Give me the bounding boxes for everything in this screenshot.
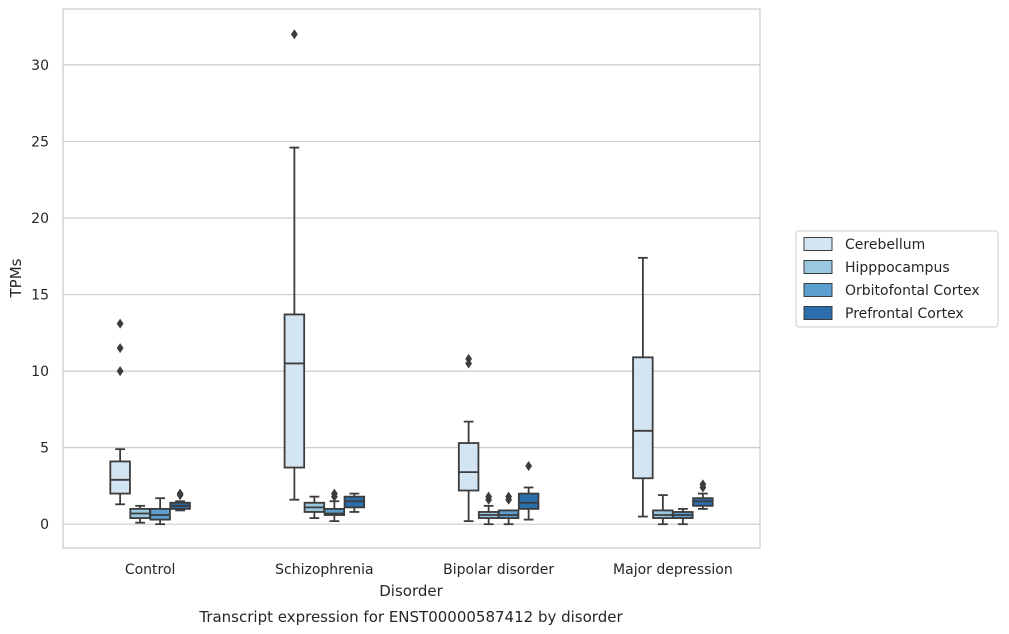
legend-swatch-0 <box>803 237 833 251</box>
box-2-2 <box>497 491 520 526</box>
x-axis-label: Disorder <box>379 582 443 600</box>
box-1-1 <box>303 495 326 519</box>
box-0-3 <box>169 488 191 512</box>
outlier-point-1 <box>176 488 184 499</box>
y-tick-label-10: 10 <box>31 364 49 380</box>
box-0-0 <box>109 318 131 506</box>
y-tick-label-25: 25 <box>31 134 49 150</box>
outlier-point-1 <box>485 491 493 502</box>
box-3-2 <box>672 507 694 526</box>
y-tick-label-30: 30 <box>31 58 49 74</box>
y-tick-label-0: 0 <box>40 517 49 533</box>
chart-caption: Transcript expression for ENST0000058741… <box>198 608 623 626</box>
grid-lines <box>63 64 760 525</box>
y-tick-label-15: 15 <box>31 288 49 304</box>
box-3-1 <box>652 494 674 526</box>
box-body <box>323 507 346 516</box>
box-1-3 <box>343 492 366 513</box>
box-body <box>283 313 306 469</box>
outlier-point-1 <box>465 353 473 364</box>
x-tick-label-3: Major depression <box>613 562 733 578</box>
legend-entry-3: Prefrontal Cortex <box>845 306 964 322</box>
legend-swatch-2 <box>803 283 833 297</box>
x-tick-label-2: Bipolar disorder <box>443 562 554 578</box>
box-plot-marks <box>109 29 714 526</box>
y-tick-label-20: 20 <box>31 211 49 227</box>
x-tick-label-1: Schizophrenia <box>275 562 373 578</box>
legend-entry-0: Cerebellum <box>845 237 925 253</box>
outlier-point-0 <box>525 461 533 472</box>
outlier-point-1 <box>116 343 124 354</box>
outlier-point-0 <box>290 29 298 40</box>
outlier-point-2 <box>116 318 124 329</box>
y-tick-labels: 0 5 10 15 20 25 30 <box>31 58 49 533</box>
box-3-3 <box>692 479 714 510</box>
box-body <box>457 442 480 492</box>
box-2-1 <box>477 491 500 526</box>
legend-entry-1: Hipppocampus <box>845 260 950 276</box>
box-2-3 <box>517 461 540 521</box>
box-1-0 <box>283 29 306 501</box>
legend-frame <box>795 230 999 328</box>
box-body <box>109 460 131 495</box>
plot-frame <box>62 8 761 549</box>
y-axis-label: TPMs <box>7 258 25 298</box>
box-1-2 <box>323 488 346 523</box>
y-tick-label-5: 5 <box>40 441 49 457</box>
outlier-point-0 <box>116 366 124 377</box>
outlier-point-1 <box>330 488 338 499</box>
legend-swatch-1 <box>803 260 833 274</box>
outlier-point-1 <box>505 491 513 502</box>
box-0-2 <box>149 497 171 526</box>
box-2-0 <box>457 353 480 523</box>
x-tick-label-0: Control <box>125 562 176 578</box>
box-body <box>517 492 540 510</box>
legend-swatch-3 <box>803 306 833 320</box>
box-0-1 <box>129 504 151 524</box>
legend-entry-2: Orbitofontal Cortex <box>845 283 980 299</box>
outlier-point-1 <box>699 479 707 490</box>
box-3-0 <box>632 256 654 518</box>
legend: Cerebellum Hipppocampus Orbitofontal Corte… <box>795 230 999 328</box>
box-body <box>632 356 654 480</box>
x-tick-labels: Control Schizophrenia Bipolar disorder Majo… <box>125 562 733 578</box>
